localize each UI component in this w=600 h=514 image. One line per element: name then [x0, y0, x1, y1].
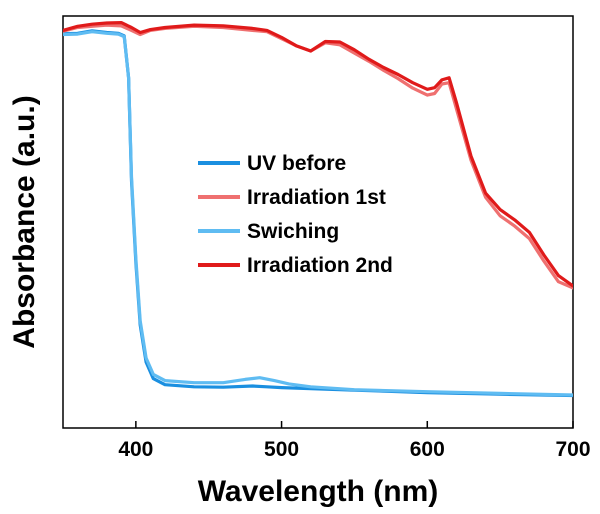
series-line-4 — [63, 21, 573, 288]
x-tick-label: 400 — [118, 438, 153, 461]
x-axis-ticks: 400 500 600 700 — [118, 421, 591, 461]
x-tick-label: 500 — [264, 438, 299, 461]
x-tick-label: 600 — [410, 438, 445, 461]
legend-label: UV before — [247, 152, 346, 175]
x-axis-title: Wavelength (nm) — [198, 475, 439, 508]
legend-label: Irradiation 2nd — [247, 254, 393, 277]
y-axis-title: Absorbance (a.u.) — [8, 95, 41, 348]
series-layer — [63, 21, 573, 398]
x-tick-label: 700 — [555, 438, 590, 461]
series-line-3 — [63, 30, 573, 397]
legend-label: Irradiation 1st — [247, 186, 386, 209]
legend: UV before Irradiation 1st Swiching Irradiat… — [198, 152, 393, 277]
series-line-2 — [63, 23, 573, 290]
plot-frame — [62, 15, 574, 429]
legend-label: Swiching — [247, 220, 339, 243]
